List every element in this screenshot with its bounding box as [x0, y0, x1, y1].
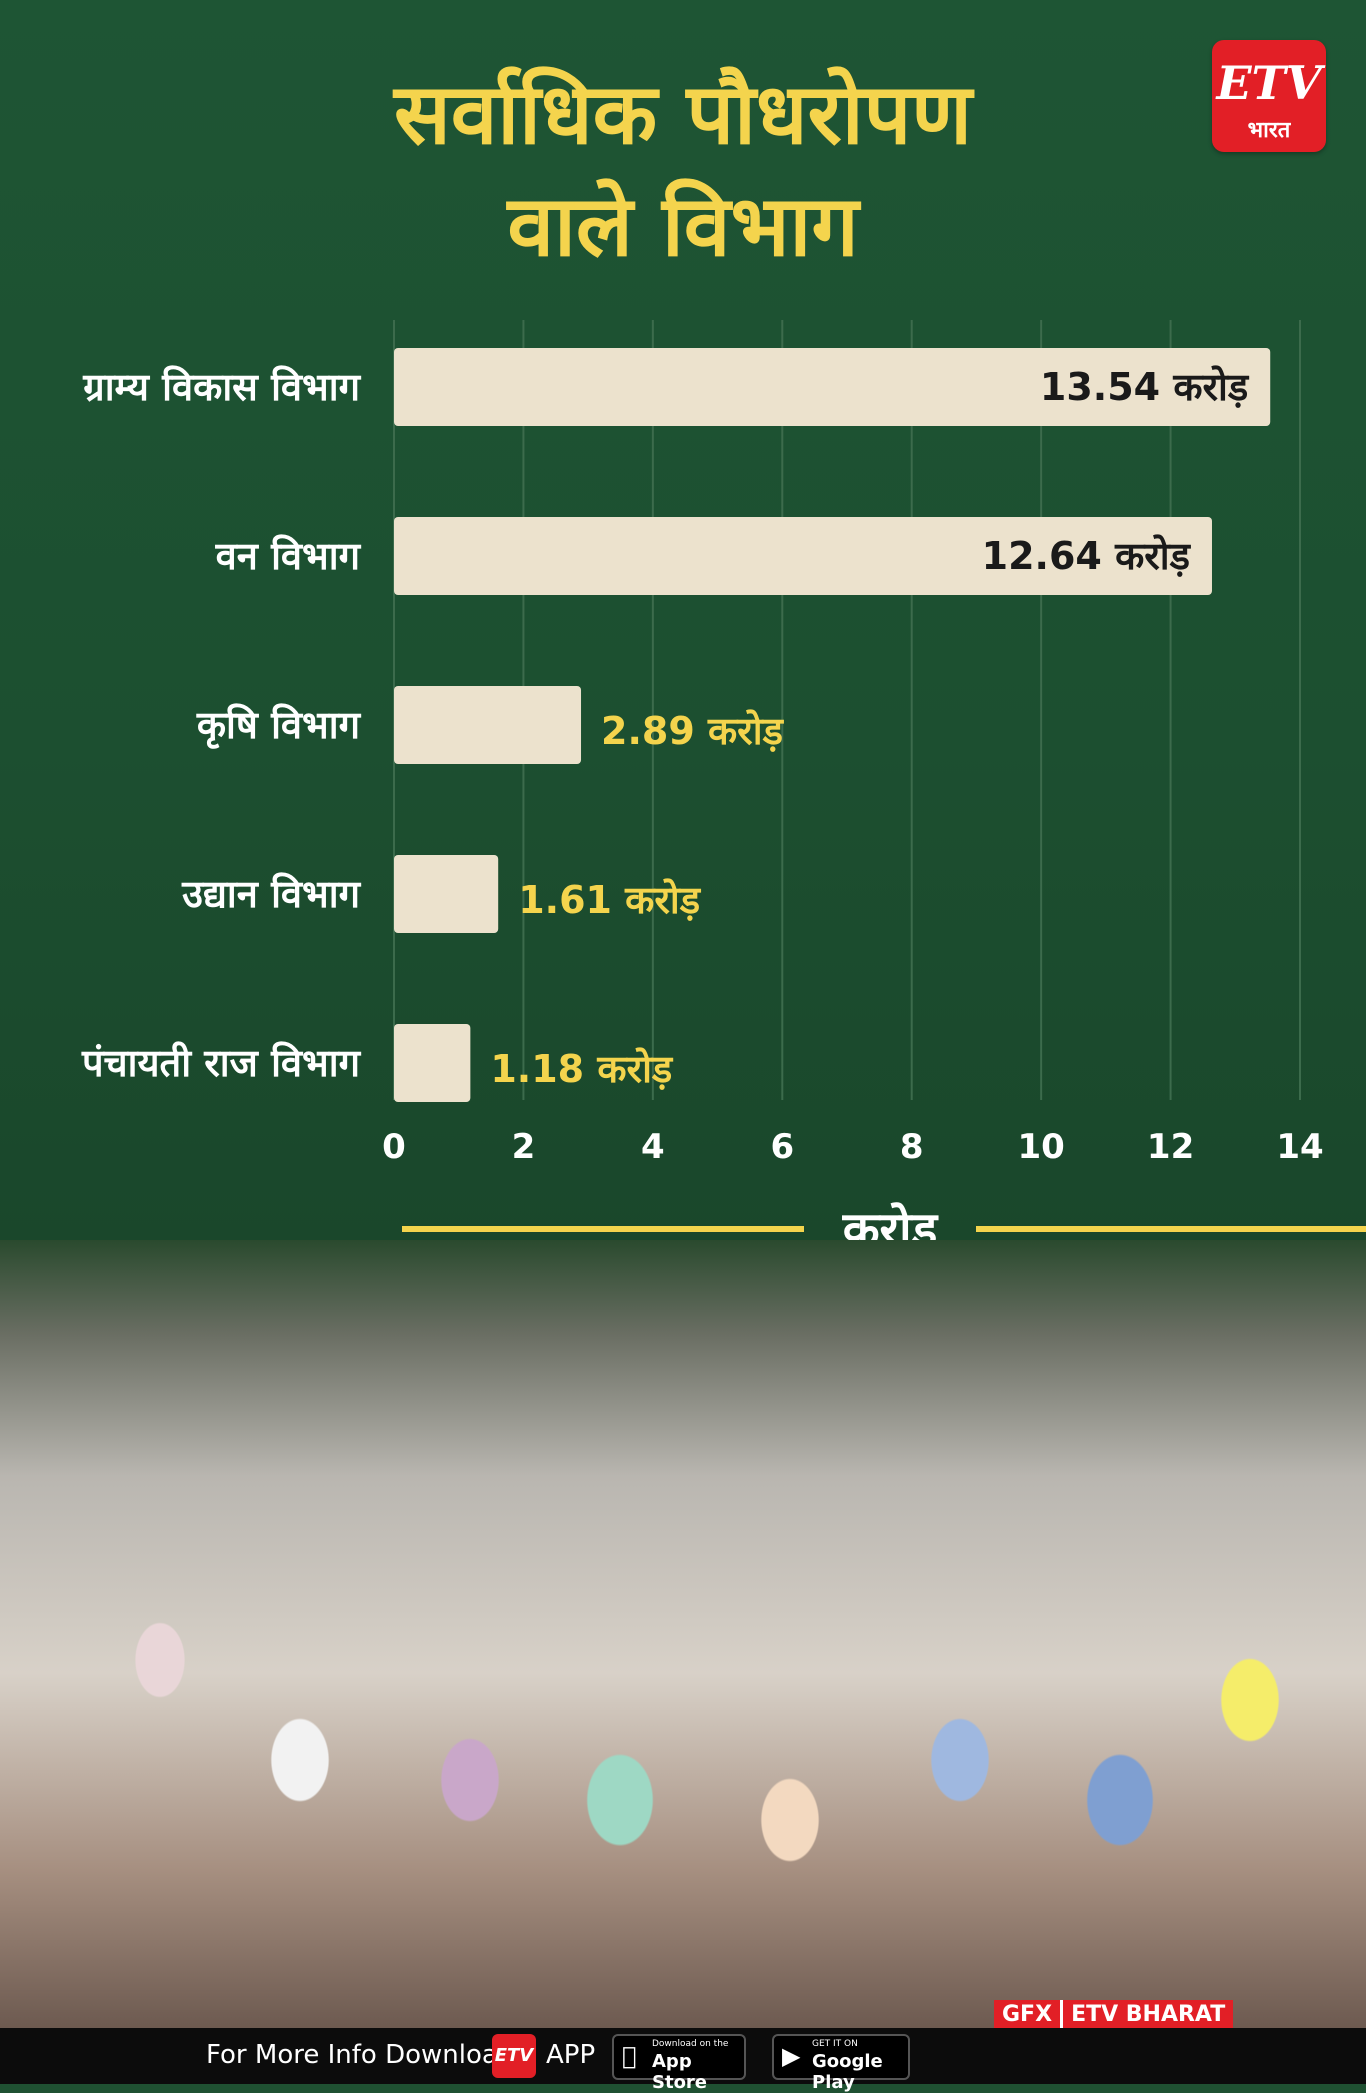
x-axis-ticks: 0 2 4 6 8 10 12 14 [382, 1127, 1324, 1167]
category-label: वन विभाग [215, 534, 362, 578]
category-label: उद्यान विभाग [181, 872, 361, 916]
gfx-tag: GFX [994, 2000, 1061, 2030]
page-title-line-2: वाले विभाग [507, 177, 859, 275]
etv-app-icon[interactable]: ETV [492, 2034, 536, 2078]
x-tick-label: 8 [900, 1127, 924, 1167]
bar-0 [394, 348, 1271, 426]
x-axis-label-rule-left [402, 1226, 804, 1232]
google-play-icon: ▶ [782, 2042, 801, 2070]
google-play-button[interactable]: ▶ GET IT ON Google Play [772, 2034, 910, 2093]
google-play-big-text: Google Play [812, 2051, 883, 2093]
plantation-crowd-photo [0, 1240, 1366, 2028]
bar-1 [394, 517, 1212, 595]
data-label: 2.89 करोड़ [601, 709, 785, 753]
footer-bar: For More Info Download ETV APP  Downloa… [0, 2028, 1366, 2093]
x-tick-label: 4 [641, 1127, 665, 1167]
google-play-small-text: GET IT ON [812, 2039, 858, 2049]
footer-app-text: APP [546, 2040, 596, 2070]
page-title-line-1: सर्वाधिक पौधरोपण [393, 65, 973, 163]
app-store-small-text: Download on the [652, 2039, 729, 2049]
chart-background [0, 0, 1366, 1240]
bar-chart: ग्राम्य विकास विभाग 13.54 करोड़ वन विभाग 12… [81, 320, 1324, 1167]
etv-bharat-logo: ETV भारत [1212, 40, 1326, 152]
x-tick-label: 2 [512, 1127, 536, 1167]
data-label: 1.18 करोड़ [490, 1047, 674, 1091]
category-label: कृषि विभाग [196, 703, 362, 749]
apple-icon:  [622, 2042, 636, 2070]
bar-4 [394, 1024, 471, 1102]
logo-subtext: भारत [1247, 118, 1291, 143]
app-store-big-text: App Store [652, 2051, 708, 2093]
logo-text: ETV [1216, 56, 1322, 110]
category-label: पंचायती राज विभाग [81, 1041, 362, 1085]
x-tick-label: 14 [1276, 1127, 1323, 1167]
x-tick-label: 12 [1147, 1127, 1194, 1167]
x-tick-label: 0 [382, 1127, 406, 1167]
x-tick-label: 10 [1017, 1127, 1064, 1167]
data-label: 12.64 करोड़ [982, 534, 1192, 578]
x-tick-label: 6 [770, 1127, 794, 1167]
data-label: 13.54 करोड़ [1040, 365, 1250, 409]
data-label: 1.61 करोड़ [518, 878, 702, 922]
app-store-button[interactable]:  Download on the App Store [612, 2034, 746, 2093]
bar-3 [394, 855, 499, 933]
category-label: ग्राम्य विकास विभाग [82, 365, 361, 409]
bars: ग्राम्य विकास विभाग 13.54 करोड़ वन विभाग 12… [81, 348, 1271, 1102]
footer-info-text: For More Info Download [206, 2040, 515, 2070]
x-axis-label-rule-right [976, 1226, 1366, 1232]
gfx-credit: GFX ETV BHARAT [994, 2000, 1234, 2030]
gfx-brand: ETV BHARAT [1060, 2000, 1234, 2030]
bar-2 [394, 686, 582, 764]
